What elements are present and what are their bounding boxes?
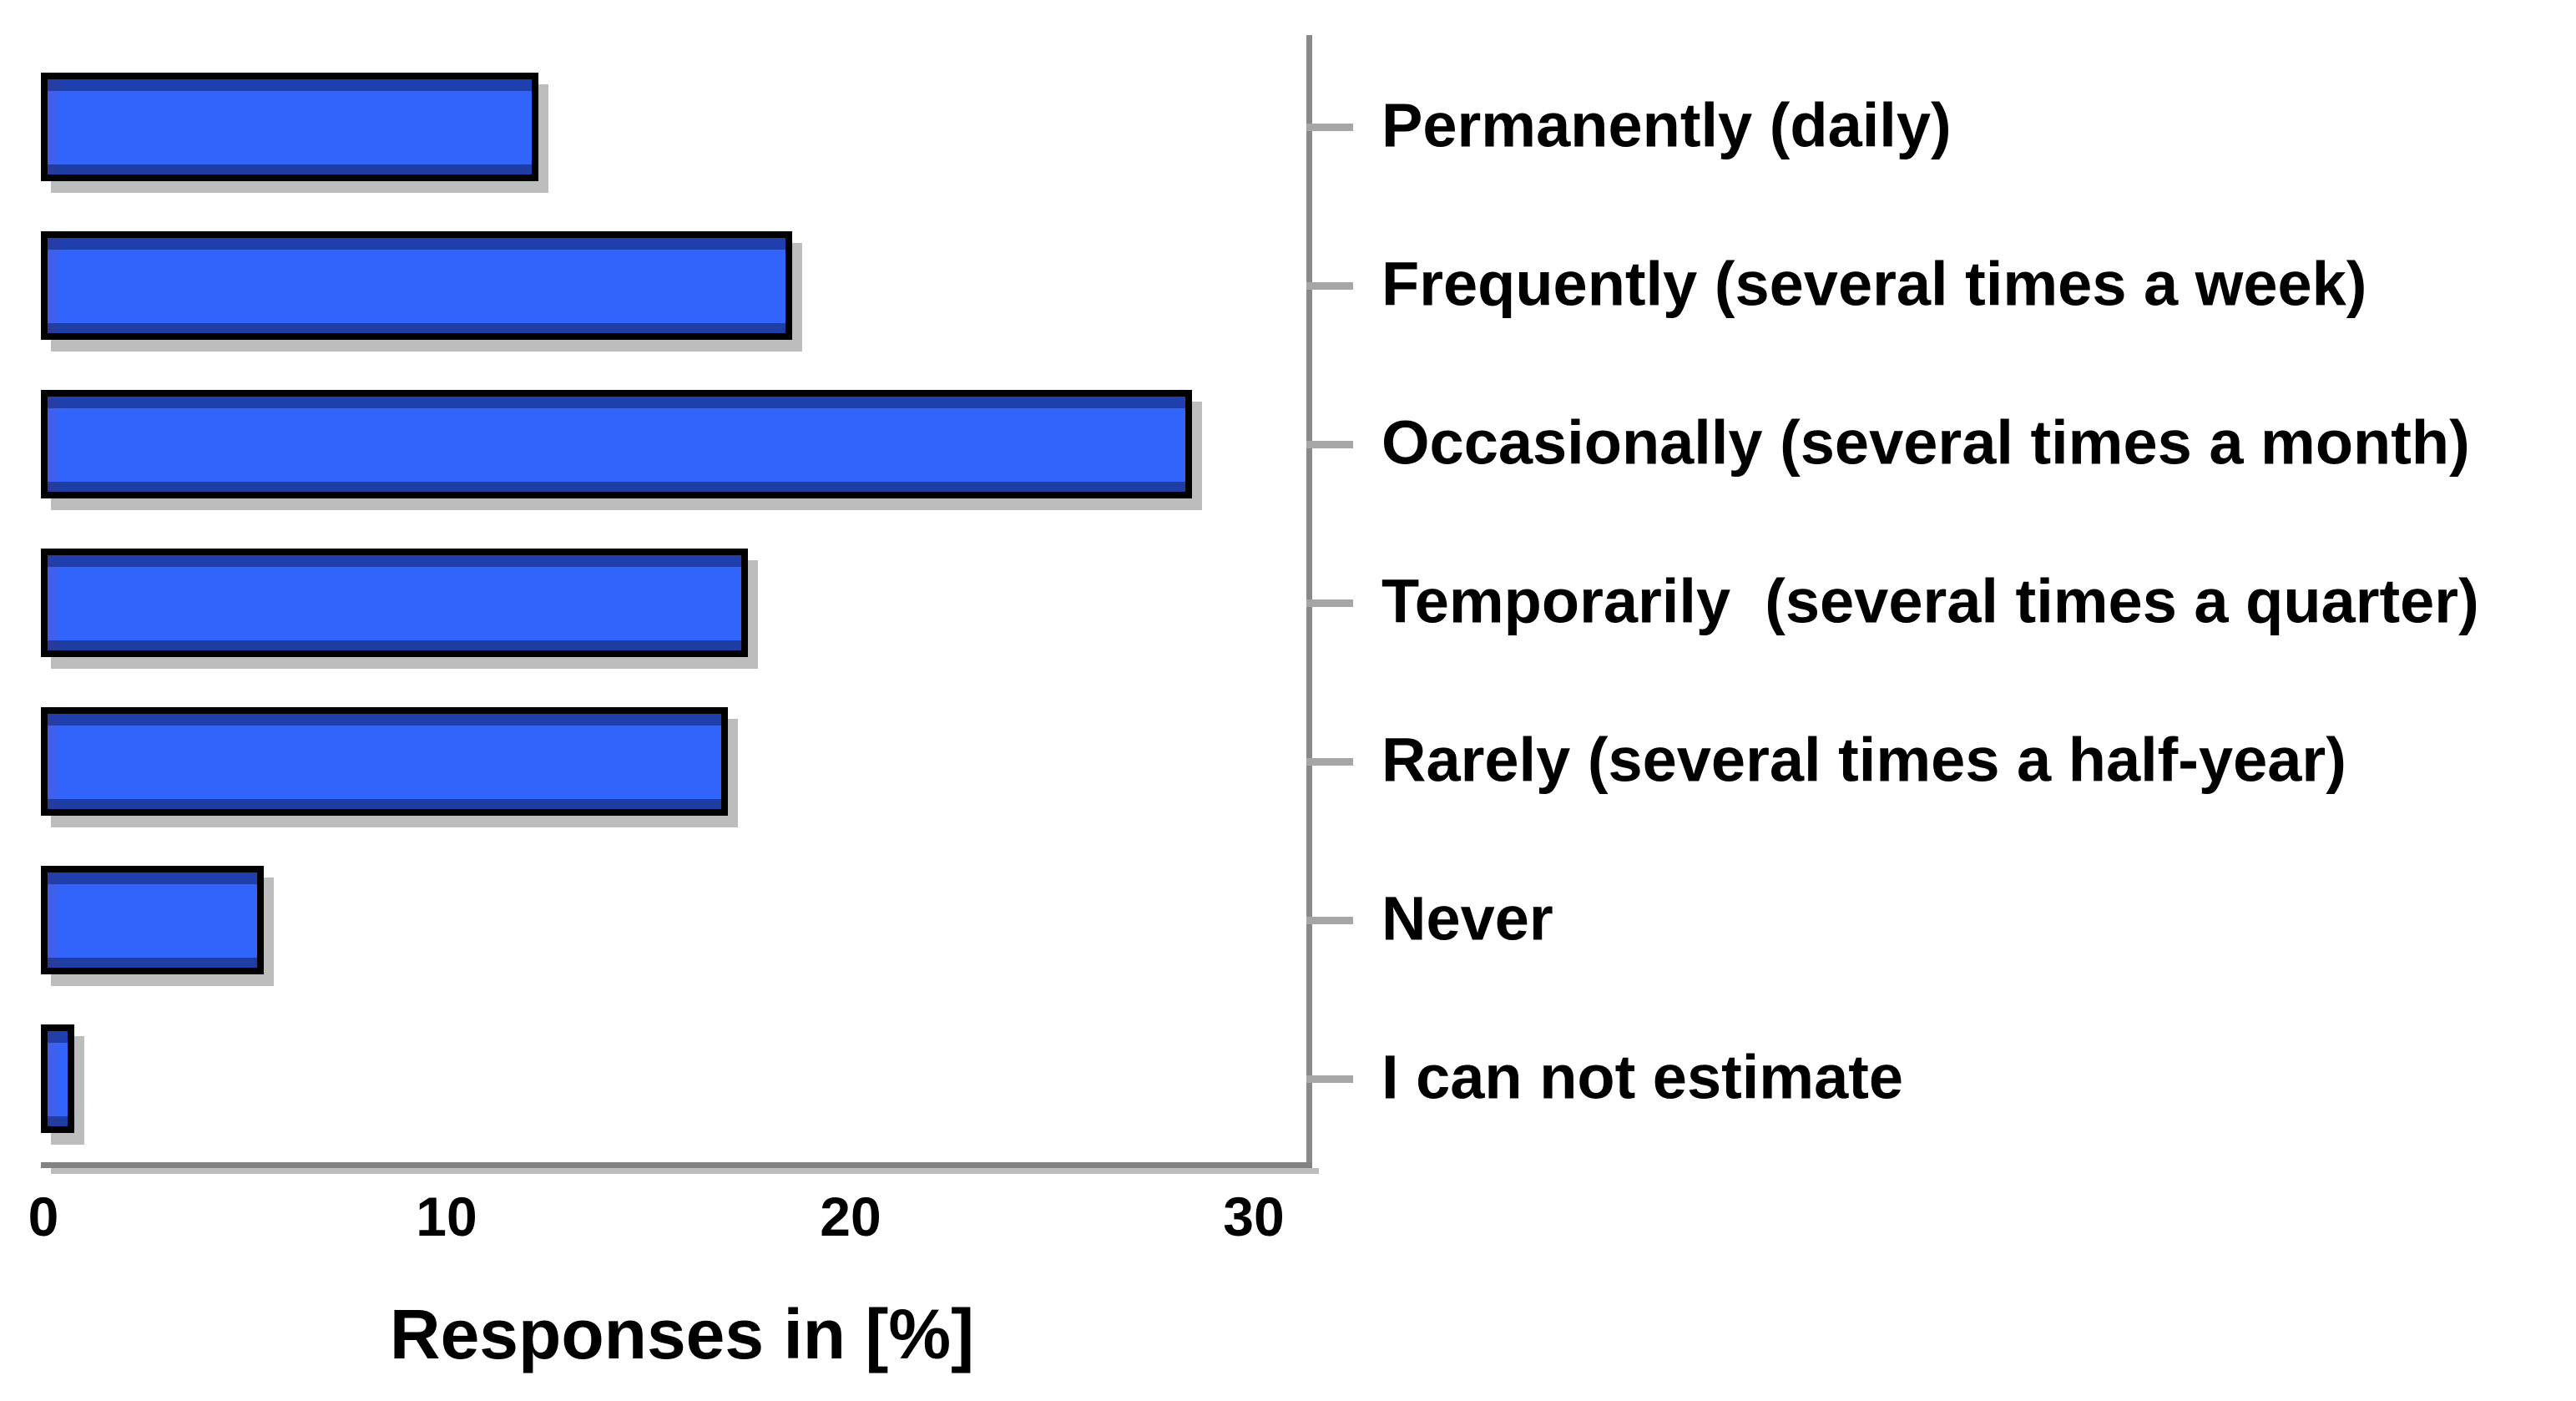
category-label: I can not estimate	[1381, 1042, 1904, 1112]
category-tick	[1306, 599, 1353, 607]
category-tick	[1306, 441, 1353, 448]
bar	[41, 390, 1192, 498]
category-label: Occasionally (several times a month)	[1381, 407, 2470, 478]
category-tick	[1306, 917, 1353, 924]
x-tick-label: 0	[28, 1186, 59, 1247]
bar	[41, 866, 264, 974]
category-label: Rarely (several times a half-year)	[1381, 725, 2346, 795]
bar	[41, 549, 748, 657]
category-label: Permanently (daily)	[1381, 90, 1952, 160]
category-tick	[1306, 282, 1353, 290]
category-label: Temporarily (several times a quarter)	[1381, 566, 2479, 636]
category-tick	[1306, 758, 1353, 766]
category-tick	[1306, 124, 1353, 131]
bar	[41, 707, 728, 816]
x-axis-title: Responses in [%]	[389, 1295, 975, 1373]
bar	[41, 1024, 74, 1133]
category-tick	[1306, 1075, 1353, 1083]
category-label: Frequently (several times a week)	[1381, 249, 2367, 319]
category-label: Never	[1381, 883, 1553, 953]
x-axis-line-shadow	[51, 1168, 1319, 1174]
x-tick-label: 30	[1223, 1186, 1285, 1247]
bar	[41, 231, 792, 340]
x-tick-label: 20	[820, 1186, 881, 1247]
x-tick-label: 10	[416, 1186, 477, 1247]
x-axis-line	[41, 1162, 1312, 1168]
bar	[41, 73, 538, 181]
